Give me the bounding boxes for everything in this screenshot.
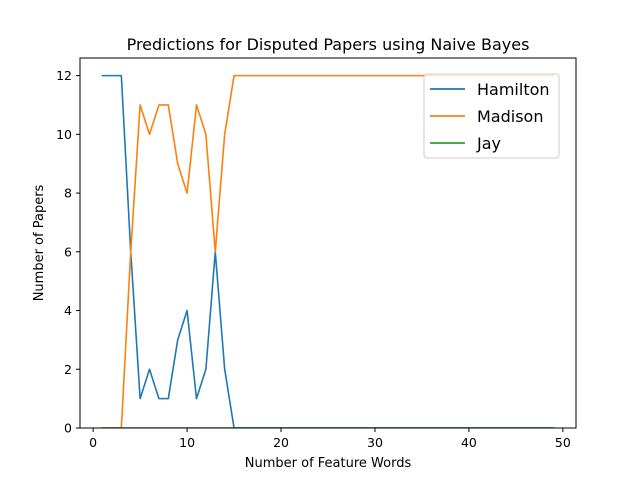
y-axis-label: Number of Papers (32, 184, 47, 301)
series-line-hamilton (101, 74, 555, 428)
legend-label-madison: Madison (477, 107, 543, 126)
y-tick-label: 0 (64, 421, 72, 436)
legend-box (423, 73, 560, 159)
y-tick-label: 6 (64, 244, 72, 259)
legend-label-hamilton: Hamilton (477, 80, 550, 99)
x-tick-label: 10 (179, 435, 195, 450)
x-tick-label: 40 (461, 435, 477, 450)
x-axis-label: Number of Feature Words (245, 456, 412, 471)
chart-title: Predictions for Disputed Papers using Na… (127, 35, 530, 54)
x-tick-label: 20 (273, 435, 289, 450)
legend-label-jay: Jay (476, 134, 501, 153)
x-tick-label: 30 (367, 435, 383, 450)
plot-frame (79, 57, 577, 429)
y-axis-ticks: 0 2 4 6 8 10 12 (56, 68, 80, 436)
y-tick-label: 10 (56, 127, 72, 142)
y-tick-label: 2 (64, 362, 72, 377)
x-axis-ticks: 0 10 20 30 40 50 (89, 428, 571, 450)
y-tick-label: 4 (64, 303, 72, 318)
legend: Hamilton Madison Jay (423, 73, 560, 159)
x-tick-label: 50 (555, 435, 571, 450)
y-tick-label: 8 (64, 186, 72, 201)
x-tick-label: 0 (89, 435, 97, 450)
y-tick-label: 12 (56, 68, 72, 83)
